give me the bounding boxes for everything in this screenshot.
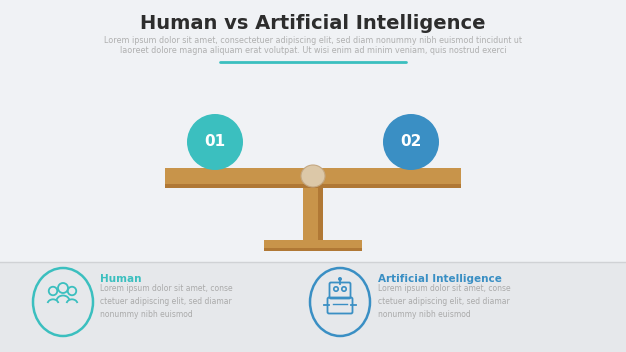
Circle shape [383, 114, 439, 170]
Circle shape [338, 277, 342, 281]
Text: Artificial Intelligence: Artificial Intelligence [378, 274, 502, 284]
Text: Lorem ipsum dolor sit amet, consectetuer adipiscing elit, sed diam nonummy nibh : Lorem ipsum dolor sit amet, consectetuer… [104, 36, 522, 45]
Polygon shape [0, 262, 626, 352]
Polygon shape [303, 182, 323, 240]
Text: Human: Human [100, 274, 141, 284]
Text: Lorem ipsum dolor sit amet, conse
ctetuer adipiscing elit, sed diamar
nonummy ni: Lorem ipsum dolor sit amet, conse ctetue… [378, 284, 511, 319]
Polygon shape [264, 240, 362, 251]
Ellipse shape [301, 165, 325, 187]
Text: 01: 01 [205, 134, 225, 150]
Polygon shape [318, 182, 323, 240]
Polygon shape [165, 168, 461, 188]
Polygon shape [264, 248, 362, 251]
Text: laoreet dolore magna aliquam erat volutpat. Ut wisi enim ad minim veniam, quis n: laoreet dolore magna aliquam erat volutp… [120, 46, 506, 55]
Text: Human vs Artificial Intelligence: Human vs Artificial Intelligence [140, 14, 486, 33]
Circle shape [187, 114, 243, 170]
Text: Lorem ipsum dolor sit amet, conse
ctetuer adipiscing elit, sed diamar
nonummy ni: Lorem ipsum dolor sit amet, conse ctetue… [100, 284, 233, 319]
Text: 02: 02 [400, 134, 422, 150]
Polygon shape [165, 184, 461, 188]
